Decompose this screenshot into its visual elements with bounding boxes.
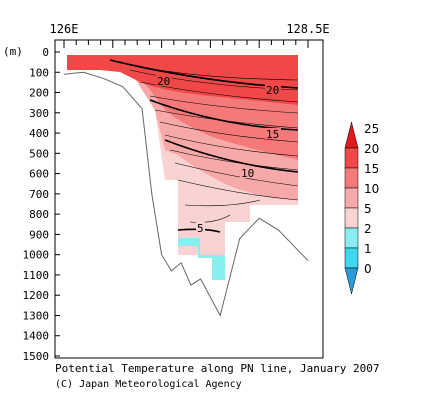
- contour-label-20b: 20: [266, 84, 279, 97]
- legend-label: 20: [364, 142, 379, 156]
- legend-label: 0: [364, 262, 372, 276]
- legend-label: 1: [364, 242, 372, 256]
- y-tick-label: 1400: [23, 330, 50, 343]
- y-tick-label: 500: [29, 147, 49, 160]
- contour-label-5: 5: [197, 222, 204, 235]
- x-label-128-5e: 128.5E: [286, 22, 329, 36]
- contour-labels: 20 20 15 10 5: [156, 75, 281, 235]
- x-label-126e: 126E: [50, 22, 79, 36]
- band-2-5: [178, 238, 225, 280]
- legend-swatch: [344, 147, 359, 169]
- y-tick-label: 300: [29, 107, 49, 120]
- y-tick-label: 200: [29, 87, 49, 100]
- y-tick-label: 400: [29, 127, 49, 140]
- y-tick-label: 1000: [23, 249, 50, 262]
- y-unit-label: (m): [3, 45, 23, 58]
- credit-line: (C) Japan Meteorological Agency: [55, 379, 242, 390]
- y-ticks: 0 100 200 300 400 500 600 700 800 900 1000 1100 1200…: [23, 46, 60, 363]
- legend-label: 5: [364, 202, 372, 216]
- y-tick-label: 800: [29, 208, 49, 221]
- legend-swatch: [344, 167, 359, 189]
- legend-label: 2: [364, 222, 372, 236]
- y-tick-label: 0: [42, 46, 49, 59]
- legend-swatch: [344, 267, 359, 295]
- bottom-topography-line: [63, 71, 309, 317]
- y-tick-label: 1200: [23, 289, 50, 302]
- legend-label: 15: [364, 162, 379, 176]
- temperature-shading: [67, 55, 299, 280]
- y-tick-label: 100: [29, 66, 49, 79]
- legend-swatch: [344, 247, 359, 269]
- y-tick-label: 1500: [23, 350, 50, 363]
- y-tick-label: 1100: [23, 269, 50, 282]
- legend-swatch: [344, 207, 359, 229]
- contour-label-15: 15: [266, 128, 279, 141]
- figure-caption: Potential Temperature along PN line, Jan…: [55, 362, 380, 375]
- legend-swatch: [344, 187, 359, 209]
- legend-swatch: [344, 227, 359, 249]
- legend-swatch: [344, 121, 359, 149]
- plot-frame: [54, 39, 324, 359]
- x-tick-marks: [63, 40, 309, 48]
- y-tick-label: 900: [29, 228, 49, 241]
- y-tick-label: 700: [29, 188, 49, 201]
- contour-label-10: 10: [241, 167, 254, 180]
- legend-label: 25: [364, 122, 379, 136]
- contour-label-20a: 20: [157, 75, 170, 88]
- y-tick-label: 600: [29, 168, 49, 181]
- y-tick-label: 1300: [23, 309, 50, 322]
- legend-label: 10: [364, 182, 379, 196]
